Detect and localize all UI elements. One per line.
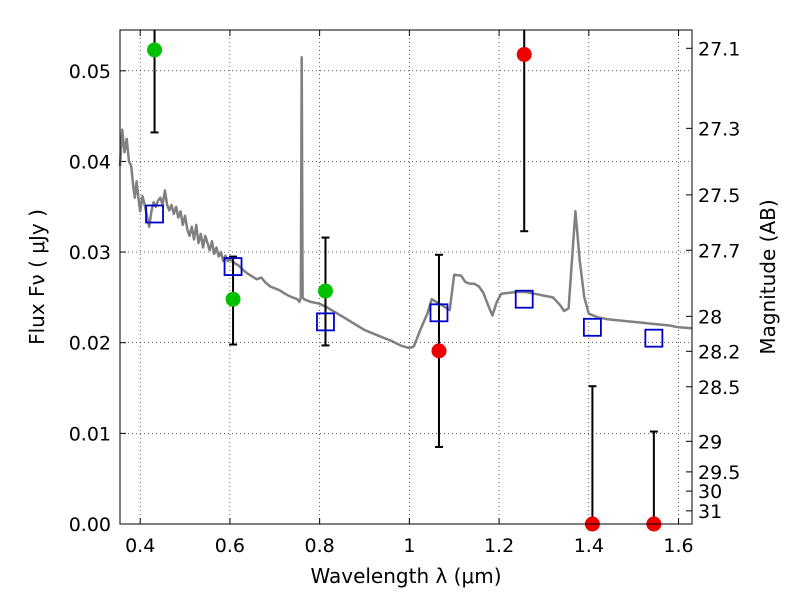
data-point <box>225 291 241 307</box>
data-markers <box>145 42 664 532</box>
data-point <box>431 343 447 359</box>
data-point <box>516 46 532 62</box>
y2-axis-label: Magnitude (AB) <box>756 199 780 354</box>
y-tick-label: 0.01 <box>69 423 111 445</box>
y2-tick-label: 29 <box>698 431 722 453</box>
y2-tick-label: 28.5 <box>698 377 740 399</box>
x-tick-label: 1 <box>403 535 415 557</box>
axis-ticks <box>120 30 692 525</box>
model-square <box>316 312 335 332</box>
x-axis-label: Wavelength λ (μm) <box>310 564 501 588</box>
x-tick-label: 1.2 <box>484 535 514 557</box>
grid-lines <box>120 30 692 525</box>
data-point <box>147 42 163 58</box>
x-tick-label: 0.8 <box>305 535 335 557</box>
x-tick-label: 0.4 <box>125 535 155 557</box>
model-square <box>583 317 602 337</box>
spectrum-path <box>118 55 693 350</box>
spectrum-line <box>118 55 693 350</box>
y-tick-label: 0.00 <box>69 514 111 536</box>
y2-tick-label: 27.1 <box>698 38 740 60</box>
model-square <box>145 204 164 224</box>
y2-tick-label: 28 <box>698 306 722 328</box>
y-tick-label: 0.03 <box>69 242 111 264</box>
y2-tick-label: 28.2 <box>698 341 740 363</box>
y2-tick-label: 30 <box>698 481 722 503</box>
y2-tick-label: 27.7 <box>698 240 740 262</box>
data-point <box>317 283 333 299</box>
x-tick-label: 1.4 <box>574 535 604 557</box>
y-tick-label: 0.04 <box>69 151 111 173</box>
y-axis-label: Flux Fν ( μJy ) <box>25 209 49 345</box>
model-square <box>223 257 243 276</box>
x-tick-label: 1.6 <box>663 535 693 557</box>
y-tick-label: 0.05 <box>69 61 111 83</box>
model-square <box>644 328 664 348</box>
model-square <box>514 289 534 309</box>
plot-frame <box>119 29 693 525</box>
x-tick-label: 0.6 <box>215 535 245 557</box>
y-tick-labels: 0.00 0.01 0.02 0.03 0.04 0.05 <box>69 61 111 536</box>
y2-tick-label: 27.5 <box>698 185 740 207</box>
model-square <box>429 303 449 323</box>
x-tick-labels: 0.4 0.6 0.8 1 1.2 1.4 1.6 <box>125 535 694 557</box>
y2-tick-label: 31 <box>698 501 722 523</box>
y-tick-label: 0.02 <box>69 333 111 355</box>
error-bars <box>150 30 658 524</box>
y2-tick-label: 29.5 <box>698 462 740 484</box>
y2-tick-label: 27.3 <box>698 118 740 140</box>
